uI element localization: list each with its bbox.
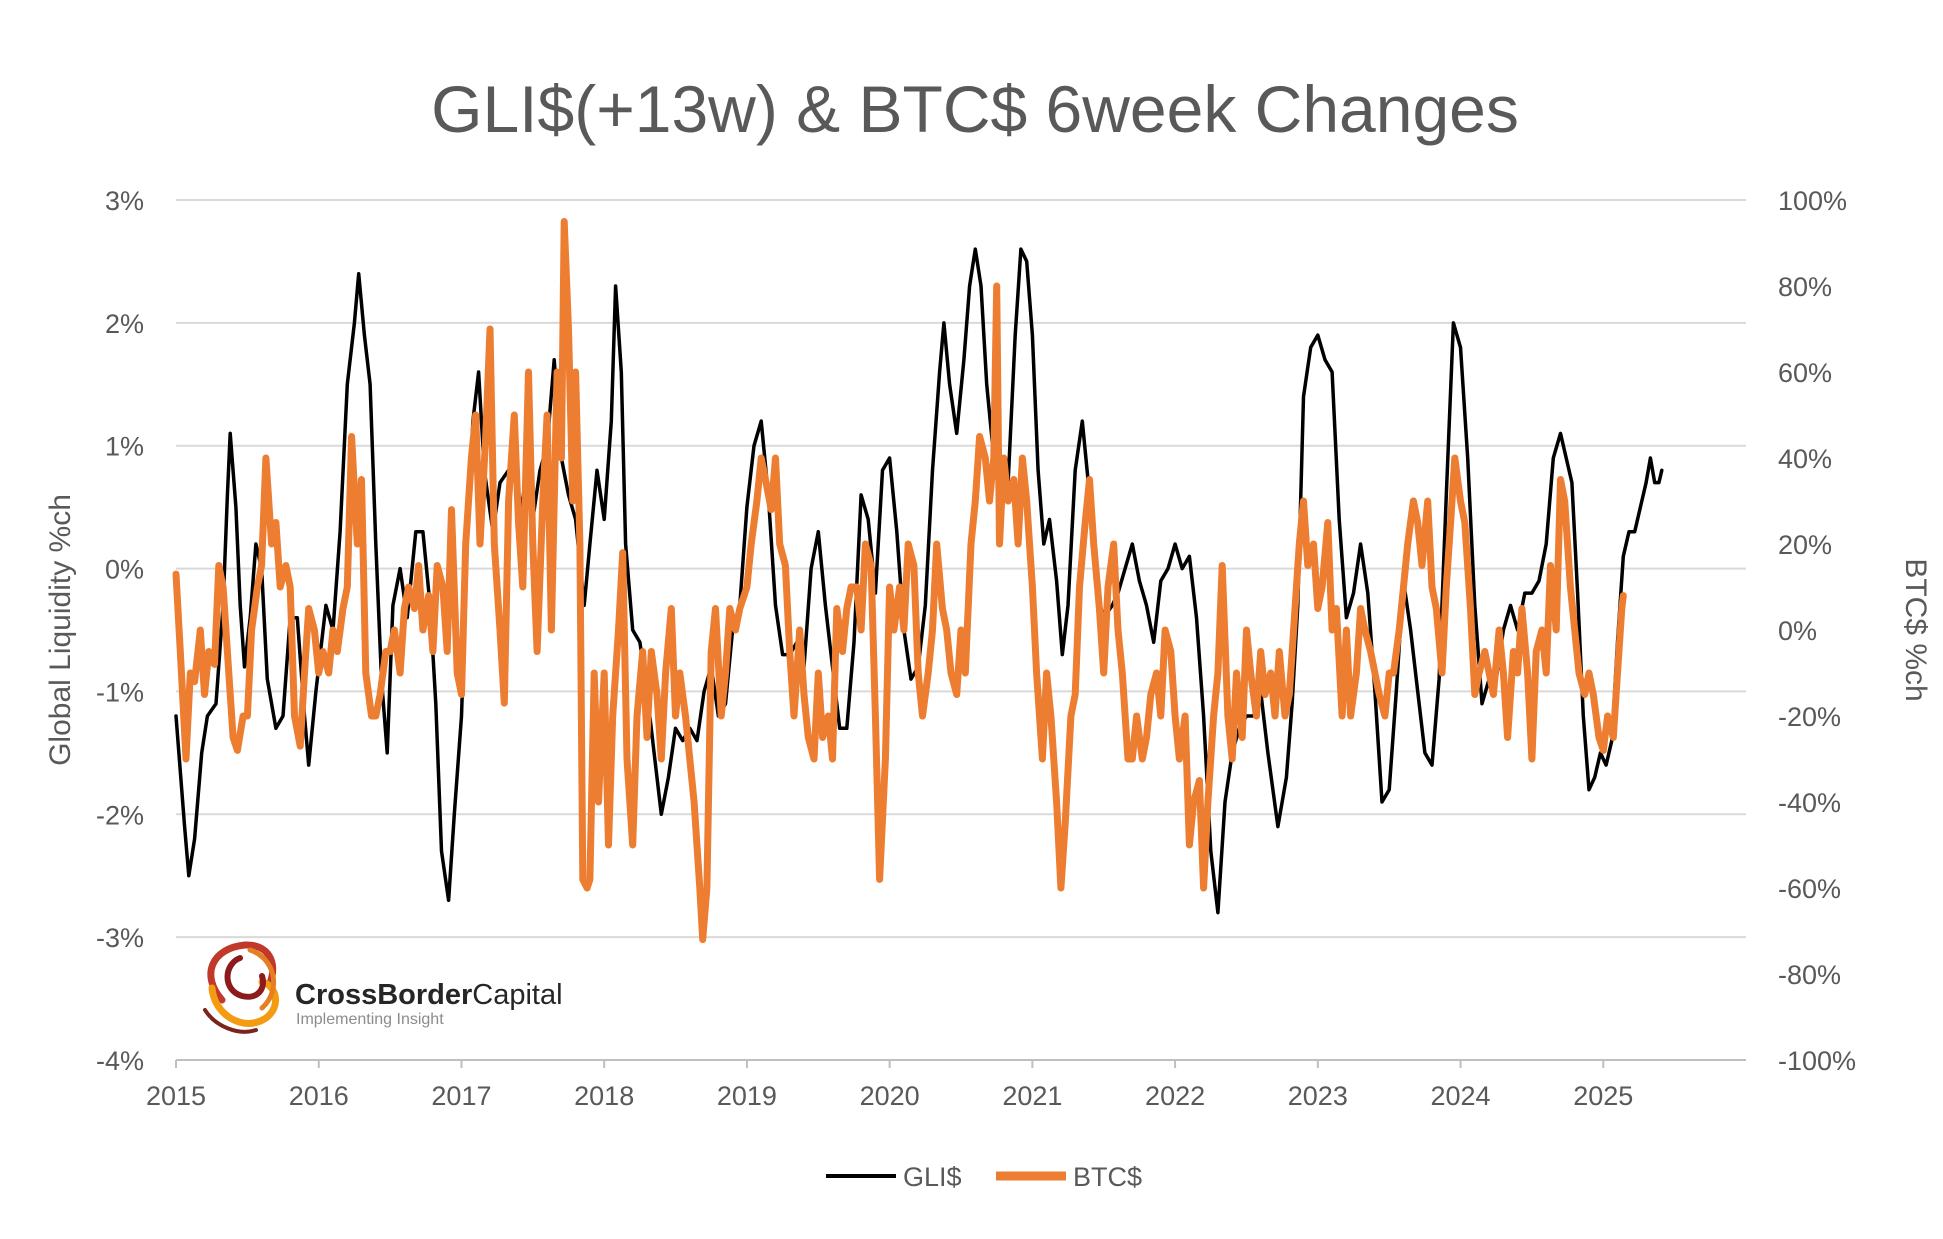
left-y-axis: 3% 2% 1% 0% -1% -2% -3% -4% — [96, 186, 144, 1076]
logo-swirl-icon — [203, 941, 279, 1034]
logo-name: CrossBorderCapital — [295, 979, 563, 1011]
x-axis-ticks: 2015 2016 2017 2018 2019 2020 2021 2022 2023 2024… — [146, 1060, 1633, 1111]
x-tick-label: 2025 — [1573, 1081, 1633, 1111]
x-tick-label: 2024 — [1431, 1081, 1491, 1111]
left-tick-label: 0% — [105, 555, 144, 585]
logo-tagline: Implementing Insight — [296, 1011, 444, 1028]
right-tick-label: 60% — [1778, 358, 1832, 388]
right-tick-label: 0% — [1778, 616, 1817, 646]
right-tick-label: 40% — [1778, 444, 1832, 474]
left-tick-label: -4% — [96, 1046, 144, 1076]
right-tick-label: 80% — [1778, 272, 1832, 302]
x-tick-label: 2018 — [574, 1081, 634, 1111]
left-tick-label: -2% — [96, 800, 144, 830]
right-tick-label: -100% — [1778, 1046, 1856, 1076]
left-tick-label: -1% — [96, 677, 144, 707]
x-tick-label: 2021 — [1002, 1081, 1062, 1111]
x-tick-label: 2017 — [431, 1081, 491, 1111]
right-tick-label: -60% — [1778, 874, 1841, 904]
x-tick-label: 2020 — [860, 1081, 920, 1111]
crossborder-capital-logo: CrossBorderCapital Implementing Insight — [203, 941, 563, 1034]
x-tick-label: 2015 — [146, 1081, 206, 1111]
left-tick-label: 2% — [105, 309, 144, 339]
series-layer — [172, 218, 1664, 944]
legend-btc-label: BTC$ — [1073, 1162, 1142, 1192]
right-tick-label: -20% — [1778, 702, 1841, 732]
right-axis-label: BTC$ %ch — [1899, 558, 1932, 701]
right-tick-label: -80% — [1778, 960, 1841, 990]
right-tick-label: 100% — [1778, 186, 1847, 216]
legend-gli-label: GLI$ — [903, 1162, 962, 1192]
legend: GLI$ BTC$ — [826, 1162, 1142, 1192]
btc-series-line — [172, 218, 1627, 944]
x-tick-label: 2019 — [717, 1081, 777, 1111]
left-axis-label: Global Liquidity %ch — [44, 494, 77, 766]
right-tick-label: -40% — [1778, 788, 1841, 818]
x-tick-label: 2023 — [1288, 1081, 1348, 1111]
left-tick-label: -3% — [96, 923, 144, 953]
left-tick-label: 3% — [105, 186, 144, 216]
left-tick-label: 1% — [105, 432, 144, 462]
right-y-axis: 100% 80% 60% 40% 20% 0% -20% -40% -60% -80% -100% — [1778, 186, 1856, 1076]
chart-title: GLI$(+13w) & BTC$ 6week Changes — [431, 72, 1519, 146]
x-tick-label: 2016 — [289, 1081, 349, 1111]
right-tick-label: 20% — [1778, 530, 1832, 560]
x-tick-label: 2022 — [1145, 1081, 1205, 1111]
